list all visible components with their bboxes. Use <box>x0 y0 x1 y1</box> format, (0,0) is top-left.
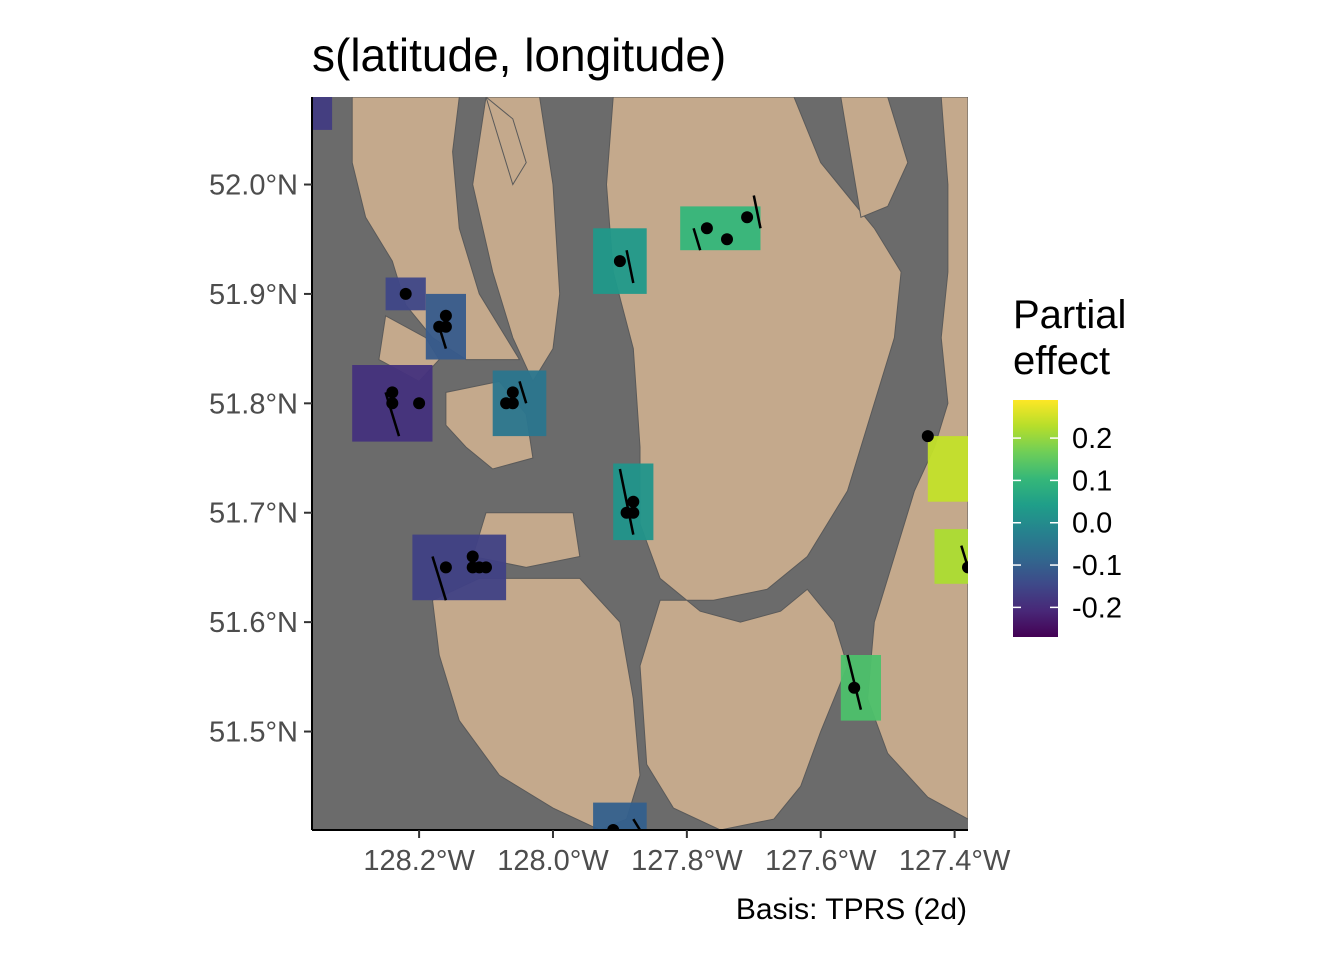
observation-point-9 <box>500 397 513 410</box>
legend-tick-label-3: -0.1 <box>1072 550 1122 582</box>
land-polygon-7 <box>840 97 909 218</box>
observation-layer <box>386 211 968 830</box>
y-tick-label-2: 51.8°N <box>209 388 298 420</box>
transect-line-3 <box>625 249 635 284</box>
legend-tick-label-4: -0.2 <box>1072 592 1122 624</box>
legend-title-line2: effect <box>1013 339 1111 383</box>
legend-colorbar: 0.2 0.1 0.0 -0.1 -0.2 <box>1013 400 1122 637</box>
y-tick-label-4: 51.6°N <box>209 607 298 639</box>
observation-point-6 <box>413 397 426 410</box>
x-axis-ticks: 128.2°W 128.0°W 127.8°W 127.6°W 127.4°W <box>363 830 1011 877</box>
transect-line-10 <box>632 818 642 830</box>
y-tick-label-5: 51.5°N <box>209 717 298 749</box>
transect-line-7 <box>431 556 448 601</box>
observation-point-4 <box>386 386 399 399</box>
land-polygon-6 <box>605 97 902 830</box>
plot-title: s(latitude, longitude) <box>312 29 727 81</box>
land-polygon-5 <box>431 577 641 830</box>
observation-point-10 <box>613 255 626 268</box>
observation-point-3 <box>433 320 446 333</box>
observation-point-7 <box>506 386 519 399</box>
x-tick-label-3: 127.6°W <box>765 845 877 877</box>
x-tick-label-1: 128.0°W <box>497 845 609 877</box>
observation-point-16 <box>627 506 640 519</box>
y-axis-ticks: 52.0°N 51.9°N 51.8°N 51.7°N 51.6°N 51.5°N <box>209 170 312 749</box>
observation-point-5 <box>386 397 399 410</box>
land-polygon-9 <box>485 97 527 186</box>
legend-tick-label-1: 0.1 <box>1072 465 1112 497</box>
observation-point-1 <box>439 309 452 322</box>
observation-point-17 <box>439 561 452 574</box>
legend-ticks: 0.2 0.1 0.0 -0.1 -0.2 <box>1013 423 1122 624</box>
transect-line-4 <box>692 227 702 251</box>
map-panel <box>312 97 968 830</box>
axis-lines <box>311 97 968 831</box>
transect-line-2 <box>518 381 528 404</box>
y-tick-label-3: 51.7°N <box>209 498 298 530</box>
observation-point-24 <box>848 681 861 694</box>
legend-tick-label-2: 0.0 <box>1072 508 1112 540</box>
legend-title-line1: Partial <box>1013 293 1127 337</box>
observation-point-25 <box>607 824 620 830</box>
transect-layer <box>384 195 968 830</box>
observation-point-12 <box>721 233 733 246</box>
legend-title: Partial effect <box>1013 292 1126 384</box>
x-tick-label-4: 127.4°W <box>899 845 1011 877</box>
observation-point-21 <box>480 561 492 574</box>
observation-point-11 <box>700 222 713 235</box>
land-polygon-0 <box>351 97 521 361</box>
partial-effect-patch-12 <box>840 655 881 721</box>
y-tick-label-1: 51.9°N <box>209 279 298 311</box>
legend-gradient-bar <box>1013 400 1058 637</box>
transect-line-6 <box>618 468 635 535</box>
y-tick-label-0: 52.0°N <box>209 170 298 202</box>
observation-point-19 <box>466 550 479 563</box>
observation-point-23 <box>962 561 968 574</box>
plot-caption: Basis: TPRS (2d) <box>735 893 967 926</box>
land-polygon-8 <box>867 97 968 820</box>
partial-effect-patch-11 <box>934 529 968 584</box>
transect-line-5 <box>752 195 762 229</box>
legend-tick-label-0: 0.2 <box>1072 423 1112 455</box>
observation-point-13 <box>741 211 754 224</box>
partial-effect-patch-0 <box>312 97 333 130</box>
partial-effect-patch-8 <box>412 534 507 601</box>
observation-point-22 <box>921 430 934 443</box>
observation-point-14 <box>627 495 640 508</box>
x-tick-label-2: 127.8°W <box>631 845 743 877</box>
x-tick-label-0: 128.2°W <box>363 845 475 877</box>
land-polygon-1 <box>472 97 561 383</box>
partial-effect-patch-10 <box>927 436 968 502</box>
observation-point-0 <box>399 287 412 300</box>
